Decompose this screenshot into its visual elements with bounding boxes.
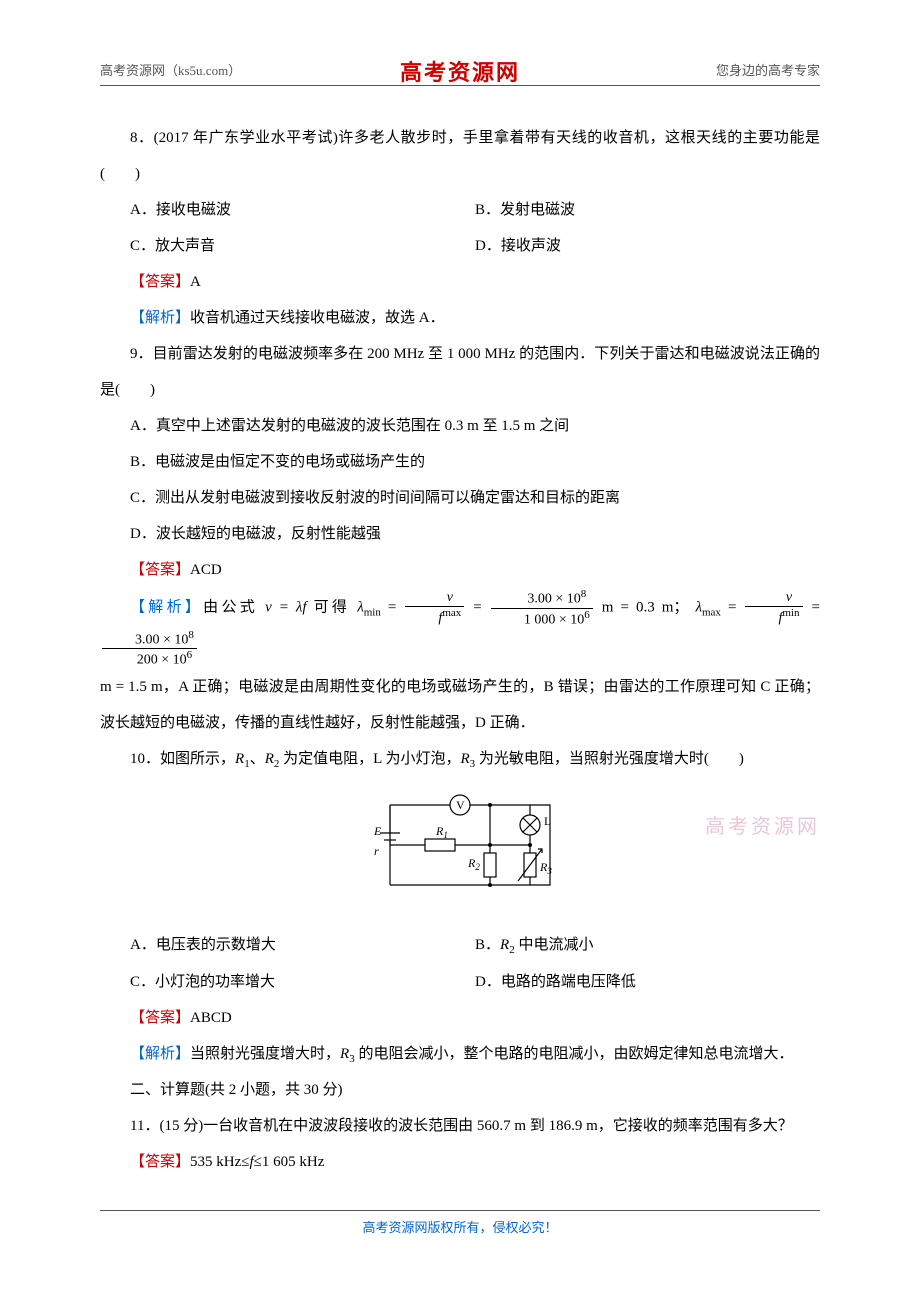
q10-options: A．电压表的示数增大 B．R2 中电流减小 C．小灯泡的功率增大 D．电路的路端… [100,927,820,999]
frac-vfmin: vfmin [745,590,802,627]
content: 8．(2017 年广东学业水平考试)许多老人散步时，手里拿着带有天线的收音机，这… [100,120,820,1180]
q9-opt-b: B．电磁波是由恒定不变的电场或磁场产生的 [130,444,820,480]
frac-max-val: 3.00 × 108200 × 106 [102,629,197,670]
min-result: m = 0.3 m； [602,600,689,616]
q9-answer-val: ACD [190,562,222,578]
circuit-diagram: E r V R1 R2 L R3 [100,785,820,919]
q9-explain: 【解析】由公式 v = λf 可得 λmin = vfmax = 3.00 × … [100,588,820,669]
q10-opt-c: C．小灯泡的功率增大 [130,964,475,1000]
q8-opt-d: D．接收声波 [475,228,820,264]
q11-answer: 【答案】535 kHz≤f≤1 605 kHz [100,1144,820,1180]
header-right: 您身边的高考专家 [716,60,820,79]
q8-opt-b: B．发射电磁波 [475,192,820,228]
frac-vfmax: vfmax [405,590,464,627]
explain-label: 【解析】 [130,1046,190,1062]
q9-opt-a: A．真空中上述雷达发射的电磁波的波长范围在 0.3 m 至 1.5 m 之间 [130,408,820,444]
q8-answer-val: A [190,274,201,290]
lambda-min-sub: min [364,607,381,619]
svg-text:L: L [544,814,551,828]
frac-min-val: 3.00 × 1081 000 × 106 [491,588,593,629]
q8-explain-text: 收音机通过天线接收电磁波，故选 A． [190,310,445,326]
q8-answer: 【答案】A [100,264,820,300]
q10-opt-b: B．R2 中电流减小 [475,927,820,963]
svg-text:r: r [374,844,379,858]
q9-explain-tail: m = 1.5 m，A 正确；电磁波是由周期性变化的电场或磁场产生的，B 错误；… [100,669,820,741]
q10-explain: 【解析】当照射光强度增大时，R3 的电阻会减小，整个电路的电阻减小，由欧姆定律知… [100,1036,820,1072]
q8-opt-c: C．放大声音 [130,228,475,264]
q10-opt-a: A．电压表的示数增大 [130,927,475,963]
q11-stem: 11．(15 分)一台收音机在中波波段接收的波长范围由 560.7 m 到 18… [100,1108,820,1144]
header-left: 高考资源网（ks5u.com） [100,60,241,79]
q8-explain: 【解析】收音机通过天线接收电磁波，故选 A． [100,300,820,336]
eq-left: v = λf [265,600,307,616]
answer-label: 【答案】 [130,274,190,290]
svg-text:E: E [373,824,382,838]
footer: 高考资源网版权所有，侵权必究！ [100,1210,820,1236]
svg-text:R2: R2 [467,856,480,872]
answer-label: 【答案】 [130,1154,190,1170]
q9-explain-prefix: 由公式 [203,600,265,616]
svg-text:R1: R1 [435,824,448,840]
section-2-title: 二、计算题(共 2 小题，共 30 分) [100,1072,820,1108]
q8-stem: 8．(2017 年广东学业水平考试)许多老人散步时，手里拿着带有天线的收音机，这… [100,120,820,192]
svg-text:V: V [456,798,465,812]
header-brand: 高考资源网 [400,55,520,87]
explain-label: 【解析】 [130,600,203,616]
q9-opt-d: D．波长越短的电磁波，反射性能越强 [130,516,820,552]
q9-answer: 【答案】ACD [100,552,820,588]
q9-options: A．真空中上述雷达发射的电磁波的波长范围在 0.3 m 至 1.5 m 之间 B… [100,408,820,552]
q8-options: A．接收电磁波 B．发射电磁波 C．放大声音 D．接收声波 [100,192,820,264]
answer-label: 【答案】 [130,1010,190,1026]
lambda-max-sub: max [702,607,721,619]
q10-stem: 10．如图所示，R1、R2 为定值电阻，L 为小灯泡，R3 为光敏电阻，当照射光… [100,741,820,777]
q10-answer: 【答案】ABCD [100,1000,820,1036]
q10-answer-val: ABCD [190,1010,232,1026]
q8-opt-a: A．接收电磁波 [130,192,475,228]
q9-opt-c: C．测出从发射电磁波到接收反射波的时间间隔可以确定雷达和目标的距离 [130,480,820,516]
explain-label: 【解析】 [130,310,190,326]
q9-stem: 9．目前雷达发射的电磁波频率多在 200 MHz 至 1 000 MHz 的范围… [100,336,820,408]
answer-label: 【答案】 [130,562,190,578]
q10-opt-d: D．电路的路端电压降低 [475,964,820,1000]
